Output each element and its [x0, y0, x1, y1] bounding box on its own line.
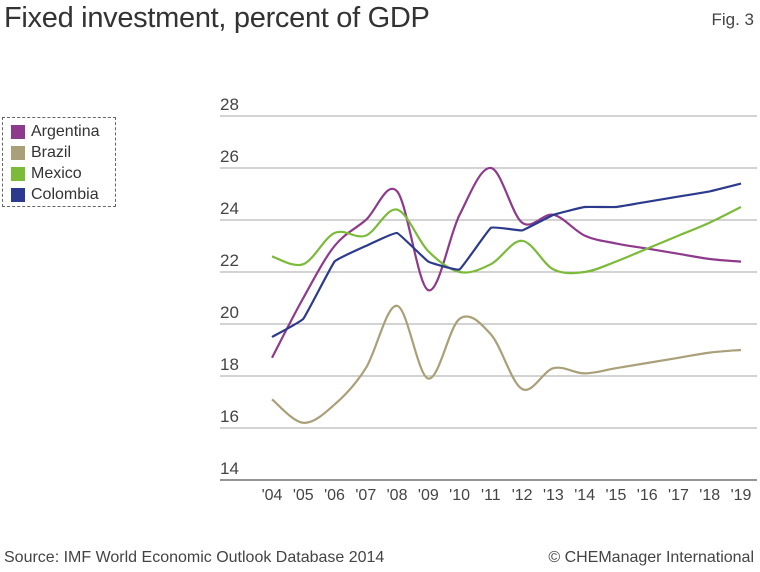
- series-line-brazil: [271, 304, 742, 424]
- y-tick-label: 26: [220, 147, 239, 166]
- x-tick-label: '13: [543, 487, 564, 504]
- legend-item-colombia: Colombia: [11, 184, 115, 205]
- legend-label-argentina: Argentina: [31, 122, 100, 140]
- y-tick-label: 16: [220, 407, 239, 426]
- x-tick-label: '10: [449, 487, 470, 504]
- x-tick-label: '09: [418, 487, 439, 504]
- x-tick-label: '19: [731, 487, 752, 504]
- source-note: Source: IMF World Economic Outlook Datab…: [4, 549, 385, 566]
- series-line-colombia: [271, 182, 742, 338]
- series-line-mexico: [271, 206, 742, 275]
- x-tick-label: '08: [387, 487, 408, 504]
- y-tick-label: 20: [220, 303, 239, 322]
- x-tick-label: '16: [637, 487, 658, 504]
- legend-label-colombia: Colombia: [31, 185, 99, 203]
- x-tick-label: '06: [324, 487, 345, 504]
- y-tick-labels: 14 16 18 20 22 24 26 28: [220, 95, 239, 478]
- y-tick-label: 14: [220, 459, 239, 478]
- x-tick-label: '12: [512, 487, 533, 504]
- legend-swatch-brazil: [11, 145, 25, 160]
- x-tick-label: '11: [481, 487, 501, 504]
- x-tick-label: '15: [606, 487, 627, 504]
- x-tick-label: '07: [355, 487, 376, 504]
- x-tick-label: '05: [293, 487, 314, 504]
- legend: Argentina Brazil Mexico Colombia: [2, 117, 116, 207]
- x-tick-label: '04: [262, 487, 283, 504]
- series-line-argentina: [271, 166, 742, 359]
- legend-item-argentina: Argentina: [11, 121, 115, 142]
- legend-swatch-argentina: [11, 124, 25, 139]
- grid-lines: [220, 115, 757, 481]
- legend-item-brazil: Brazil: [11, 142, 115, 163]
- y-tick-label: 18: [220, 355, 239, 374]
- series-lines: [271, 166, 742, 424]
- legend-swatch-mexico: [11, 166, 25, 181]
- x-tick-label: '17: [668, 487, 689, 504]
- x-tick-labels: '04 '05 '06 '07 '08 '09 '10 '11 '12 '13 '14 '15 '16 '…: [262, 487, 752, 504]
- y-tick-label: 22: [220, 251, 239, 270]
- x-tick-label: '18: [699, 487, 720, 504]
- credit-note: © CHEManager International: [548, 549, 754, 566]
- legend-item-mexico: Mexico: [11, 163, 115, 184]
- line-chart: 14 16 18 20 22 24 26 28 '04 '05 '06 '07 '08 '09 '10 '1…: [220, 95, 757, 504]
- x-tick-label: '14: [574, 487, 595, 504]
- y-tick-label: 24: [220, 199, 239, 218]
- legend-label-mexico: Mexico: [31, 164, 82, 182]
- legend-label-brazil: Brazil: [31, 143, 72, 161]
- chart-title: Fixed investment, percent of GDP: [4, 2, 430, 34]
- legend-swatch-colombia: [11, 187, 25, 202]
- y-tick-label: 28: [220, 95, 239, 114]
- figure-label: Fig. 3: [711, 10, 754, 29]
